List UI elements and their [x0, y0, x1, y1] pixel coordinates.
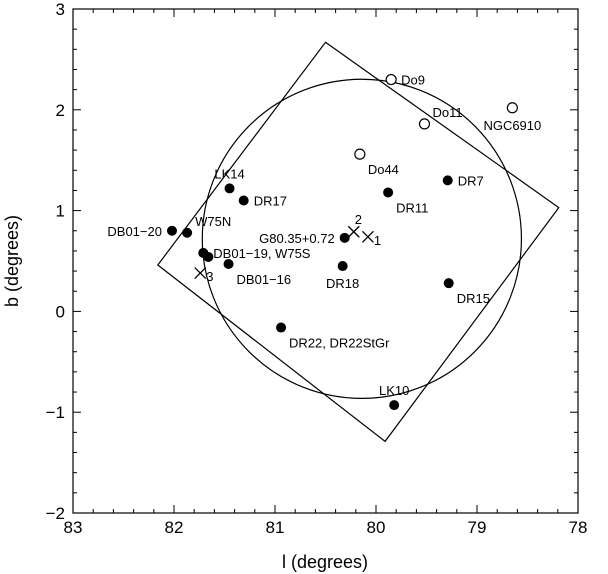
point-label: W75N — [195, 214, 231, 229]
filled-point — [443, 278, 454, 289]
filled-point — [166, 225, 177, 236]
y-axis-label: b (degrees) — [2, 215, 22, 307]
point-labels: DB01−20 W75N DB01−19, W75S DB01−16 LK14 DR17 D… — [107, 73, 541, 399]
filled-point — [442, 175, 453, 186]
point-label: DR18 — [326, 276, 359, 291]
filled-point — [276, 322, 287, 333]
y-tick-label: 2 — [56, 101, 65, 120]
plot-frame — [72, 8, 579, 514]
survey-circle — [201, 78, 523, 400]
open-point — [385, 73, 397, 86]
point-label: DR15 — [457, 291, 490, 306]
y-tick-label: −2 — [46, 504, 65, 523]
point-label: DR7 — [458, 173, 484, 188]
cross-marker-label: 1 — [374, 233, 381, 248]
point-label: Do11 — [432, 105, 462, 120]
y-tick-label: 0 — [56, 302, 65, 321]
point-label: Do44 — [368, 162, 399, 177]
filled-point — [383, 187, 394, 198]
filled-point — [182, 227, 193, 238]
y-tick-label: 3 — [56, 0, 65, 19]
open-point — [418, 118, 431, 130]
x-tick-label: 83 — [64, 518, 83, 537]
y-tick-label: 1 — [56, 202, 65, 221]
cross-marker-label: 3 — [206, 269, 213, 284]
point-label: DR11 — [396, 200, 428, 215]
filled-point — [389, 400, 400, 411]
survey-rectangle — [156, 41, 560, 443]
point-label: DB01−20 — [107, 224, 162, 239]
x-axis-label: l (degrees) — [282, 552, 368, 572]
point-label: DB01−16 — [237, 272, 292, 287]
data-points — [166, 73, 518, 411]
cross-marker — [361, 230, 374, 243]
cross-marker-label: 2 — [355, 212, 362, 227]
filled-point — [339, 232, 350, 243]
point-label: DR22, DR22StGr — [289, 336, 390, 351]
x-tick-label: 79 — [468, 518, 487, 537]
y-tick-label: −1 — [46, 403, 65, 422]
filled-point — [337, 261, 348, 272]
cross-marker — [194, 267, 207, 280]
point-label: LK14 — [214, 166, 244, 181]
filled-point — [203, 251, 214, 262]
open-point — [354, 148, 366, 160]
filled-point — [224, 183, 235, 194]
point-label: DB01−19, W75S — [213, 246, 311, 261]
cross-marker — [347, 225, 360, 238]
x-tick-label: 81 — [266, 518, 285, 537]
point-label: LK10 — [379, 383, 409, 398]
filled-point — [238, 195, 249, 206]
point-label: Do9 — [401, 73, 425, 88]
x-tick-label: 80 — [367, 518, 386, 537]
x-tick-label: 78 — [569, 518, 588, 537]
point-label: NGC6910 — [483, 118, 541, 133]
region-shapes — [156, 41, 560, 443]
point-label: DR17 — [254, 194, 287, 209]
open-point — [506, 102, 518, 114]
point-label: G80.35+0.72 — [259, 231, 335, 246]
filled-point — [223, 259, 234, 270]
x-tick-label: 82 — [165, 518, 184, 537]
